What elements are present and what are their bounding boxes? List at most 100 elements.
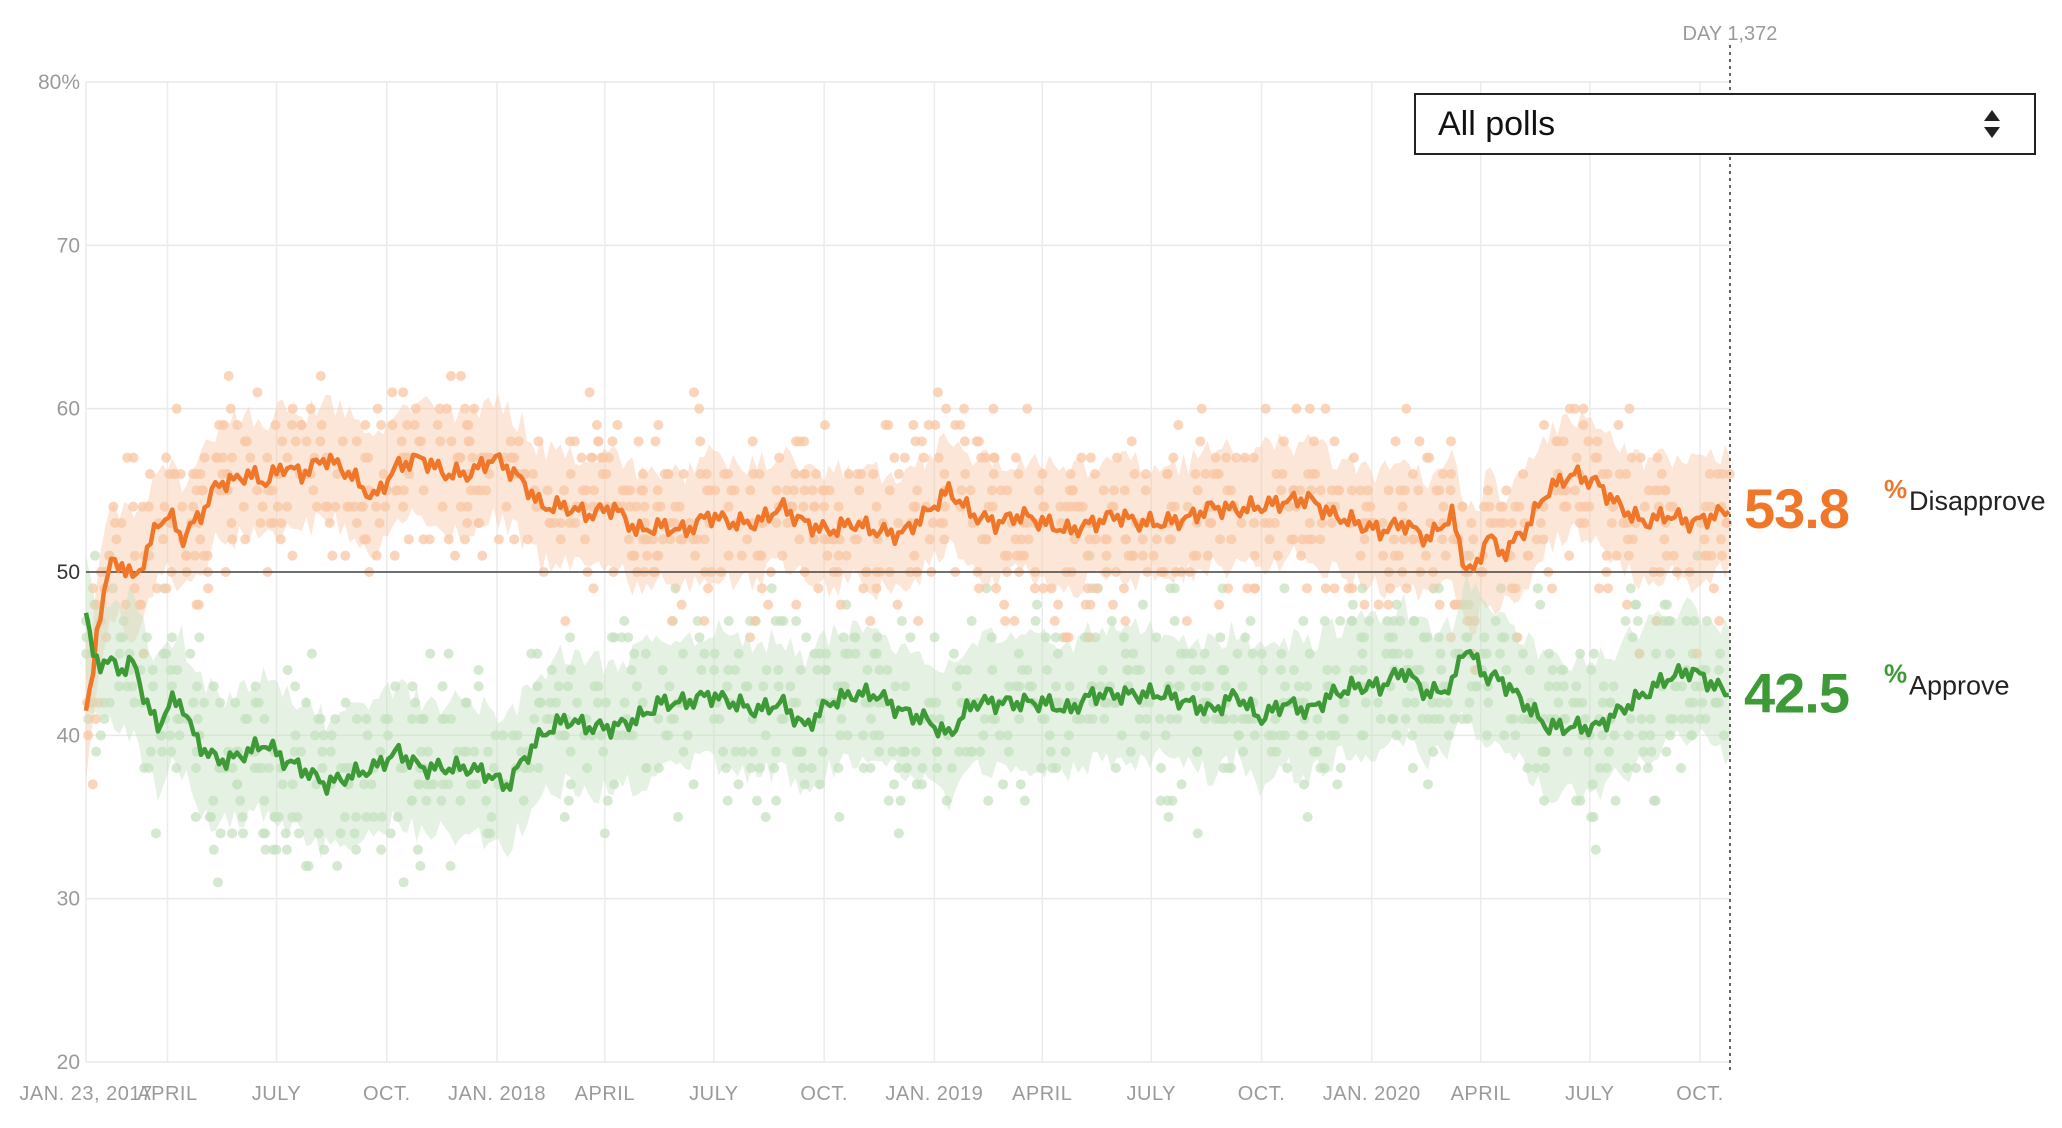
poll-dot [171,403,182,414]
poll-dot [641,763,652,773]
poll-dot [1050,681,1061,692]
poll-dot [212,877,223,888]
poll-dot [939,469,950,479]
poll-dot [215,697,226,708]
poll-dot [120,599,131,610]
poll-dot [129,550,140,561]
poll-dot [987,501,998,512]
poll-dot [108,501,119,512]
poll-dot [893,763,904,773]
poll-dot [412,844,423,855]
poll-dot [1325,730,1336,741]
poll-dot [1604,746,1615,757]
poll-dot [208,681,219,692]
poll-dot [1428,583,1439,594]
poll-dot [415,861,426,871]
poll-dot [416,746,427,757]
poll-dot [282,452,293,463]
poll-dot [1535,518,1546,528]
poll-dot [723,616,734,626]
poll-dot [199,452,210,463]
poll-dot [1214,714,1225,724]
poll-dot [518,795,529,806]
poll-dot [1544,648,1555,659]
poll-dot [1636,714,1647,724]
poll-dot [742,534,753,545]
poll-dot [835,730,846,741]
poll-dot [696,665,707,675]
poll-dot [305,403,316,414]
poll-dot [1434,697,1445,708]
poll-dot [746,763,757,773]
poll-dot [1512,632,1523,643]
poll-dot [586,452,597,463]
poll-dot [90,714,101,724]
poll-dot [275,534,286,545]
poll-dot [114,648,125,659]
poll-dot [913,616,924,626]
poll-dot [443,534,454,545]
poll-dot [890,681,901,692]
poll-dot [432,420,443,430]
poll-dot [858,583,869,594]
poll-dot [463,420,474,430]
poll-dot [1631,763,1642,773]
poll-dot [1126,436,1137,447]
poll-dot [171,763,182,773]
poll-dot [531,501,542,512]
poll-dot [402,420,413,430]
poll-dot [238,828,249,839]
poll-dot [147,665,158,675]
poll-dot [593,436,604,447]
poll-dot [398,763,409,773]
poll-dot [1483,697,1494,708]
poll-dot [1401,403,1412,414]
poll-dot [752,550,763,561]
poll-dot [1642,763,1653,773]
poll-dot [1466,518,1477,528]
poll-dot [167,632,178,643]
poll-dot [588,583,599,594]
poll-dot [1095,681,1106,692]
poll-dot [834,812,845,822]
poll-dot [488,763,499,773]
poll-dot [1375,714,1386,724]
poll-dot [197,485,208,496]
poll-dot [642,550,653,561]
poll-dot [1270,714,1281,724]
poll-dot [1266,746,1277,757]
poll-dot [1496,583,1507,594]
poll-dot [1071,714,1082,724]
poll-dot [1440,550,1451,561]
poll-dot [747,746,758,757]
poll-dot [1204,681,1215,692]
poll-dot [1438,501,1449,512]
poll-dot [619,697,630,708]
poll-dot [623,534,634,545]
poll-dot [1594,583,1605,594]
poll-filter-select[interactable]: All polls [1414,93,2036,155]
poll-dot [1586,665,1597,675]
poll-dot [588,485,599,496]
poll-dot [959,436,970,447]
poll-dot [461,746,472,757]
poll-dot [1610,795,1621,806]
y-tick-label: 20 [57,1051,80,1074]
poll-dot [413,779,424,790]
poll-dot [938,518,949,528]
poll-dot [559,485,570,496]
poll-dot [1598,681,1609,692]
poll-dot [1137,534,1148,545]
poll-dot [443,779,454,790]
poll-dot [265,518,276,528]
poll-dot [1280,681,1291,692]
poll-dot [1438,469,1449,479]
poll-dot [637,697,648,708]
poll-dot [824,485,835,496]
poll-dot [1215,632,1226,643]
poll-dot [435,436,446,447]
poll-dot [407,681,418,692]
poll-dot [1166,534,1177,545]
poll-dot [703,583,714,594]
poll-dot [1381,648,1392,659]
